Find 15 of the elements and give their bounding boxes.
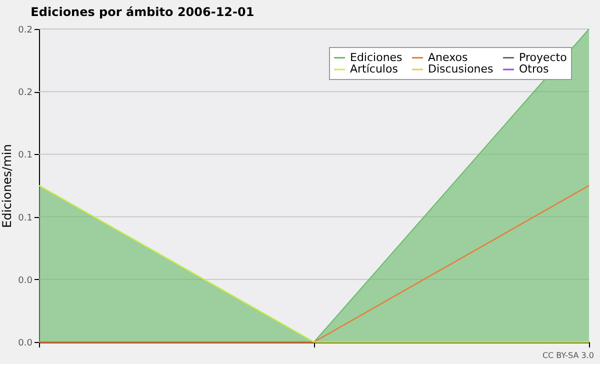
legend-label: Otros <box>519 62 549 76</box>
y-tick-label: 0.1 <box>18 213 32 224</box>
legend-label: Proyecto <box>519 50 568 64</box>
legend-label: Discusiones <box>428 62 494 76</box>
y-tick-label: 0.2 <box>18 26 32 36</box>
y-tick-label: 0.0 <box>18 276 33 286</box>
y-tick-label: 0.2 <box>18 88 32 98</box>
chart-title: Ediciones por ámbito 2006-12-01 <box>30 5 254 19</box>
y-tick-label: 0.1 <box>18 150 32 161</box>
text: CC BY-SA 3.0 <box>542 351 594 360</box>
y-axis-title: Ediciones/min <box>0 144 14 228</box>
legend-label: Anexos <box>428 50 468 64</box>
legend-label: Artículos <box>350 62 398 76</box>
legend-label: Ediciones <box>350 50 403 64</box>
y-tick-label: 0.0 <box>18 338 33 348</box>
